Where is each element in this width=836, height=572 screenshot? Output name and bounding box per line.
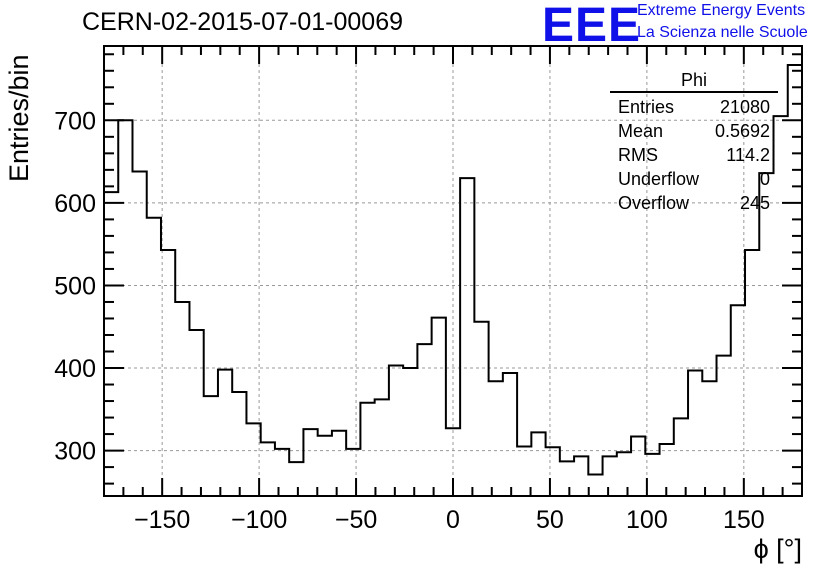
stats-row-overflow: Overflow 245 — [610, 191, 778, 215]
stat-value: 114.2 — [726, 145, 770, 165]
x-tick-label: −150 — [134, 506, 190, 534]
logo-line-1: Extreme Energy Events — [637, 2, 806, 19]
stat-label: Entries — [618, 97, 675, 117]
x-tick-label: 150 — [723, 506, 765, 534]
stat-value: 245 — [739, 193, 770, 213]
stat-value: 21080 — [719, 97, 770, 117]
axis-ticks — [103, 46, 803, 496]
eee-logo: EEE — [542, 0, 642, 52]
x-tick-label: 0 — [446, 506, 460, 534]
stat-label: Mean — [618, 121, 664, 141]
y-tick-label: 400 — [54, 355, 96, 383]
logo-line-2: La Scienza nelle Scuole — [637, 24, 808, 41]
grid-lines — [104, 46, 802, 496]
x-tick-label: 100 — [626, 506, 668, 534]
x-tick-label: −50 — [335, 506, 377, 534]
y-tick-label: 300 — [54, 438, 96, 466]
y-tick-label: 500 — [54, 272, 96, 300]
stats-row-mean: Mean 0.5692 — [610, 119, 778, 143]
stat-label: Overflow — [618, 193, 690, 213]
stats-row-entries: Entries 21080 — [610, 95, 778, 119]
stats-row-rms: RMS 114.2 — [610, 143, 778, 167]
stat-value: 0.5692 — [714, 121, 770, 141]
stats-title: Phi — [610, 70, 778, 93]
stat-value: 0 — [759, 169, 770, 189]
stat-label: RMS — [618, 145, 658, 165]
y-tick-label: 600 — [54, 190, 96, 218]
stats-row-underflow: Underflow 0 — [610, 167, 778, 191]
y-axis-label: Entries/bin — [4, 54, 34, 182]
x-tick-label: −100 — [231, 506, 287, 534]
y-tick-label: 700 — [54, 107, 96, 135]
x-axis-label: ϕ [°] — [753, 534, 802, 564]
stats-box: Phi Entries 21080 Mean 0.5692 RMS 114.2 … — [610, 70, 778, 215]
histogram-line — [104, 63, 802, 476]
chart-title: CERN-02-2015-07-01-00069 — [82, 8, 404, 36]
tick-labels: −150 −100 −50 0 50 100 150 300 400 500 600 700 — [54, 107, 764, 534]
stat-label: Underflow — [618, 169, 700, 189]
x-tick-label: 50 — [536, 506, 564, 534]
